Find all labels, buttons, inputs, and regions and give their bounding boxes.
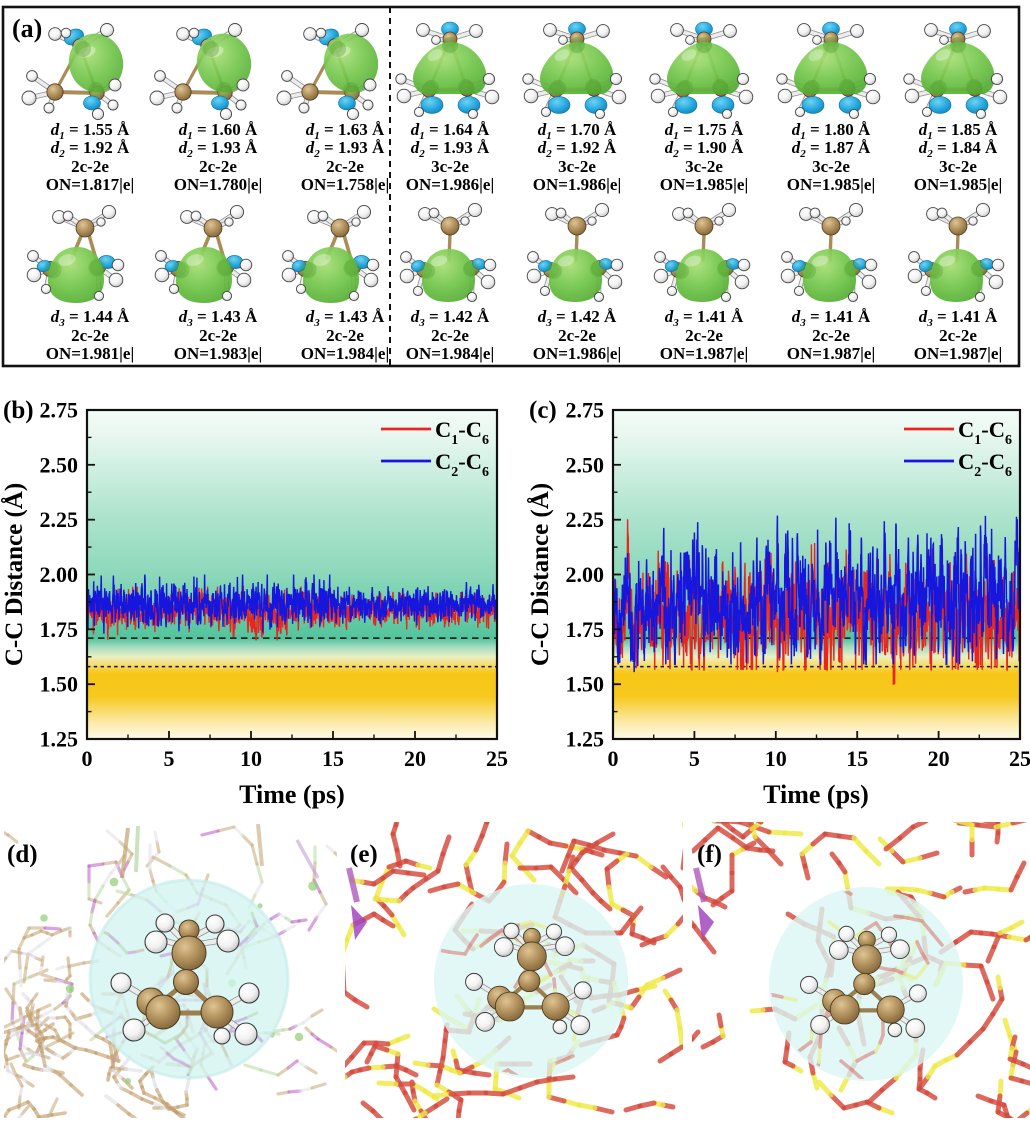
svg-text:d3 = 1.43 Å: d3 = 1.43 Å bbox=[306, 307, 385, 329]
svg-text:d2 = 1.92 Å: d2 = 1.92 Å bbox=[51, 138, 130, 160]
svg-text:ON=1.817|e|: ON=1.817|e| bbox=[46, 175, 134, 194]
svg-text:d3 = 1.44 Å: d3 = 1.44 Å bbox=[51, 307, 130, 329]
svg-text:3c-2e: 3c-2e bbox=[685, 157, 723, 176]
svg-text:ON=1.985|e|: ON=1.985|e| bbox=[660, 175, 748, 194]
svg-text:2c-2e: 2c-2e bbox=[71, 326, 109, 345]
svg-text:2.25: 2.25 bbox=[40, 507, 79, 532]
svg-text:0: 0 bbox=[82, 746, 93, 771]
svg-text:d1 = 1.85 Å: d1 = 1.85 Å bbox=[919, 120, 998, 142]
svg-text:(b): (b) bbox=[3, 397, 34, 424]
svg-text:d3 = 1.42 Å: d3 = 1.42 Å bbox=[538, 307, 617, 329]
svg-text:2.00: 2.00 bbox=[40, 562, 79, 587]
svg-text:25: 25 bbox=[486, 746, 508, 771]
svg-text:(d): (d) bbox=[7, 841, 38, 868]
svg-text:2.75: 2.75 bbox=[566, 398, 605, 423]
svg-text:d3 = 1.41 Å: d3 = 1.41 Å bbox=[919, 307, 998, 329]
svg-text:1.50: 1.50 bbox=[40, 672, 79, 697]
svg-text:(e): (e) bbox=[350, 841, 378, 868]
svg-text:ON=1.985|e|: ON=1.985|e| bbox=[914, 175, 1002, 194]
svg-text:3c-2e: 3c-2e bbox=[558, 157, 596, 176]
svg-text:2.00: 2.00 bbox=[566, 562, 605, 587]
svg-text:2.50: 2.50 bbox=[40, 452, 79, 477]
svg-text:3c-2e: 3c-2e bbox=[939, 157, 977, 176]
svg-text:2c-2e: 2c-2e bbox=[199, 157, 237, 176]
svg-text:25: 25 bbox=[1009, 746, 1030, 771]
svg-text:1.25: 1.25 bbox=[40, 727, 79, 752]
svg-text:d1 = 1.75 Å: d1 = 1.75 Å bbox=[665, 120, 744, 142]
svg-text:0: 0 bbox=[608, 746, 619, 771]
svg-text:d2 = 1.93 Å: d2 = 1.93 Å bbox=[306, 138, 385, 160]
svg-text:ON=1.987|e|: ON=1.987|e| bbox=[914, 344, 1002, 363]
svg-text:d2 = 1.93 Å: d2 = 1.93 Å bbox=[411, 138, 490, 160]
svg-text:ON=1.984|e|: ON=1.984|e| bbox=[406, 344, 494, 363]
svg-text:C-C Distance (Å): C-C Distance (Å) bbox=[0, 483, 28, 666]
svg-text:15: 15 bbox=[322, 746, 344, 771]
svg-text:2c-2e: 2c-2e bbox=[812, 326, 850, 345]
svg-text:3c-2e: 3c-2e bbox=[431, 157, 469, 176]
svg-text:ON=1.981|e|: ON=1.981|e| bbox=[46, 344, 134, 363]
svg-text:1.50: 1.50 bbox=[566, 672, 605, 697]
svg-text:d2 = 1.87 Å: d2 = 1.87 Å bbox=[792, 138, 871, 160]
svg-text:(a): (a) bbox=[12, 14, 42, 43]
svg-text:20: 20 bbox=[928, 746, 950, 771]
svg-text:2c-2e: 2c-2e bbox=[685, 326, 723, 345]
svg-text:d3 = 1.43 Å: d3 = 1.43 Å bbox=[179, 307, 258, 329]
svg-text:2c-2e: 2c-2e bbox=[326, 157, 364, 176]
svg-text:15: 15 bbox=[846, 746, 868, 771]
svg-text:Time (ps): Time (ps) bbox=[239, 780, 345, 809]
svg-text:2c-2e: 2c-2e bbox=[199, 326, 237, 345]
svg-text:d1 = 1.80 Å: d1 = 1.80 Å bbox=[792, 120, 871, 142]
svg-text:d3 = 1.42 Å: d3 = 1.42 Å bbox=[411, 307, 490, 329]
svg-text:2.75: 2.75 bbox=[40, 398, 79, 423]
svg-text:2c-2e: 2c-2e bbox=[939, 326, 977, 345]
svg-text:1.25: 1.25 bbox=[566, 727, 605, 752]
svg-text:2.50: 2.50 bbox=[566, 452, 605, 477]
svg-text:ON=1.984|e|: ON=1.984|e| bbox=[301, 344, 389, 363]
svg-text:d3 = 1.41 Å: d3 = 1.41 Å bbox=[792, 307, 871, 329]
svg-text:5: 5 bbox=[164, 746, 175, 771]
svg-text:(c): (c) bbox=[529, 397, 557, 424]
svg-text:1.75: 1.75 bbox=[40, 617, 79, 642]
svg-text:d1 = 1.55 Å: d1 = 1.55 Å bbox=[51, 120, 130, 142]
svg-text:ON=1.986|e|: ON=1.986|e| bbox=[406, 175, 494, 194]
svg-text:ON=1.758|e|: ON=1.758|e| bbox=[301, 175, 389, 194]
svg-text:ON=1.987|e|: ON=1.987|e| bbox=[660, 344, 748, 363]
svg-text:10: 10 bbox=[240, 746, 262, 771]
svg-text:C-C Distance (Å): C-C Distance (Å) bbox=[526, 483, 554, 666]
svg-text:2c-2e: 2c-2e bbox=[71, 157, 109, 176]
svg-text:(f): (f) bbox=[697, 841, 722, 868]
svg-text:d1 = 1.64 Å: d1 = 1.64 Å bbox=[411, 120, 490, 142]
svg-text:d2 = 1.92 Å: d2 = 1.92 Å bbox=[538, 138, 617, 160]
svg-text:10: 10 bbox=[765, 746, 787, 771]
svg-text:2c-2e: 2c-2e bbox=[326, 326, 364, 345]
svg-text:ON=1.985|e|: ON=1.985|e| bbox=[787, 175, 875, 194]
svg-text:d3 = 1.41 Å: d3 = 1.41 Å bbox=[665, 307, 744, 329]
svg-text:2c-2e: 2c-2e bbox=[431, 326, 469, 345]
svg-text:2.25: 2.25 bbox=[566, 507, 605, 532]
svg-text:20: 20 bbox=[404, 746, 426, 771]
svg-text:ON=1.983|e|: ON=1.983|e| bbox=[174, 344, 262, 363]
svg-text:Time (ps): Time (ps) bbox=[763, 780, 869, 809]
svg-text:d2 = 1.84 Å: d2 = 1.84 Å bbox=[919, 138, 998, 160]
svg-text:d2 = 1.90 Å: d2 = 1.90 Å bbox=[665, 138, 744, 160]
svg-text:d2 = 1.93 Å: d2 = 1.93 Å bbox=[179, 138, 258, 160]
svg-text:ON=1.780|e|: ON=1.780|e| bbox=[174, 175, 262, 194]
svg-text:3c-2e: 3c-2e bbox=[812, 157, 850, 176]
svg-text:1.75: 1.75 bbox=[566, 617, 605, 642]
svg-text:d1 = 1.60 Å: d1 = 1.60 Å bbox=[179, 120, 258, 142]
svg-text:d1 = 1.70 Å: d1 = 1.70 Å bbox=[538, 120, 617, 142]
svg-text:ON=1.986|e|: ON=1.986|e| bbox=[533, 344, 621, 363]
svg-text:ON=1.986|e|: ON=1.986|e| bbox=[533, 175, 621, 194]
svg-text:2c-2e: 2c-2e bbox=[558, 326, 596, 345]
svg-text:5: 5 bbox=[689, 746, 700, 771]
svg-text:ON=1.987|e|: ON=1.987|e| bbox=[787, 344, 875, 363]
svg-text:d1 = 1.63 Å: d1 = 1.63 Å bbox=[306, 120, 385, 142]
